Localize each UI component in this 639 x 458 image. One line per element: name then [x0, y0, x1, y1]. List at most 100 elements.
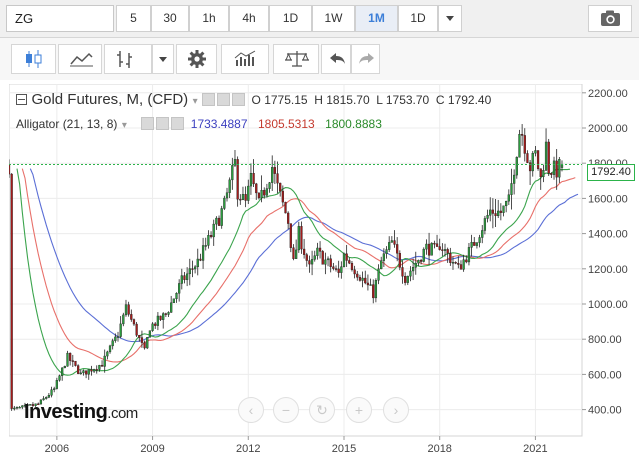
collapse-legend-icon[interactable]	[16, 94, 27, 106]
candle-body	[276, 173, 279, 184]
candle-body	[76, 365, 80, 374]
candle	[361, 271, 364, 288]
indicator-visibility-icon[interactable]	[141, 117, 155, 131]
candle	[465, 255, 468, 264]
y-tick-label: 1600.00	[588, 193, 628, 205]
candle	[127, 301, 130, 317]
candle	[313, 250, 316, 262]
candle	[204, 237, 207, 251]
candle	[342, 252, 346, 268]
candle-body	[396, 244, 399, 254]
close-small-icon[interactable]	[232, 93, 246, 107]
candle	[454, 261, 457, 265]
timeframe-1h[interactable]: 1h	[189, 5, 229, 32]
timeframe-4h[interactable]: 4h	[229, 5, 269, 32]
candle	[13, 405, 16, 411]
candle	[374, 278, 378, 303]
indicator-close-icon[interactable]	[171, 117, 185, 131]
indicators-button[interactable]	[221, 44, 269, 74]
candle-body	[404, 276, 407, 283]
candle	[459, 260, 463, 270]
zoom-in-button[interactable]: +	[346, 397, 372, 423]
scroll-left-button[interactable]: ‹	[238, 397, 264, 423]
candle-body	[523, 135, 526, 154]
visibility-toggle-icon[interactable]	[202, 93, 216, 107]
candle	[470, 234, 473, 257]
candle-body	[69, 352, 72, 361]
candle	[438, 238, 441, 251]
settings-gear-small-icon[interactable]	[217, 93, 231, 107]
candle-body	[435, 243, 439, 247]
price-chart[interactable]: 400.00 600.00 800.00 1000.00 1200.00 1400.00 1…	[9, 84, 639, 458]
y-tick-label: 800.00	[588, 334, 622, 346]
candle	[369, 278, 372, 286]
candle	[55, 377, 58, 390]
redo-button[interactable]	[351, 44, 380, 74]
candle-body	[425, 243, 428, 250]
symbol-input[interactable]: ZG	[6, 5, 114, 32]
candle	[252, 159, 255, 187]
bar-chart-type-button[interactable]	[104, 44, 152, 74]
timeframe-1m[interactable]: 1M	[355, 5, 398, 32]
candle	[255, 182, 258, 200]
candle-body	[454, 262, 457, 264]
candle-body	[443, 249, 447, 251]
candle-body	[547, 141, 550, 174]
zoom-out-button[interactable]: −	[273, 397, 299, 423]
chart-toolbar	[0, 38, 639, 80]
candle	[287, 211, 290, 230]
screenshot-button[interactable]	[588, 5, 632, 32]
scroll-right-button[interactable]: ›	[383, 397, 409, 423]
candle	[84, 370, 88, 379]
candle	[478, 234, 481, 248]
timeframe-1d[interactable]: 1D	[269, 5, 312, 32]
candle	[409, 266, 412, 282]
candle	[175, 292, 178, 303]
candle	[21, 405, 24, 410]
title-chevron-icon[interactable]: ▾	[192, 96, 198, 107]
candle-body	[167, 312, 170, 315]
candle	[151, 322, 154, 332]
settings-button[interactable]	[176, 44, 217, 74]
candle-body	[401, 267, 404, 277]
candle-body	[539, 168, 542, 178]
candle-body	[281, 190, 284, 203]
candle	[539, 168, 542, 190]
candle	[544, 128, 548, 172]
candle	[130, 309, 133, 322]
candle	[302, 238, 306, 259]
compare-button[interactable]	[273, 44, 319, 74]
timeframe-dropdown[interactable]: 1D	[398, 5, 438, 32]
candlestick-chart-button[interactable]	[11, 44, 56, 74]
timeframe-30[interactable]: 30	[151, 5, 189, 32]
candle	[95, 365, 98, 374]
candle-body	[209, 235, 213, 238]
candle-body	[526, 153, 529, 163]
candle-body	[318, 247, 322, 252]
line-chart-button[interactable]	[58, 44, 102, 74]
candle	[15, 406, 19, 410]
candle-body	[486, 215, 489, 219]
timeframe-5[interactable]: 5	[116, 5, 151, 32]
candle	[100, 360, 104, 367]
undo-button[interactable]	[321, 44, 351, 74]
candle	[502, 205, 505, 217]
indicator-settings-icon[interactable]	[156, 117, 170, 131]
candle-body	[507, 194, 510, 202]
candle	[308, 255, 311, 273]
candle-body	[108, 345, 112, 353]
indicator-chevron-icon[interactable]: ▾	[121, 120, 127, 131]
candle-body	[84, 370, 88, 375]
candle	[473, 237, 476, 246]
x-tick-label: 2012	[236, 443, 260, 455]
reset-button[interactable]: ↻	[309, 397, 335, 423]
candle	[167, 311, 170, 318]
timeframe-1w[interactable]: 1W	[312, 5, 355, 32]
timeframe-dropdown-toggle[interactable]	[438, 5, 462, 32]
candle	[45, 396, 48, 400]
candle-body	[114, 336, 117, 341]
candle	[481, 225, 484, 244]
candle	[34, 403, 37, 407]
chart-type-dropdown[interactable]	[152, 44, 174, 74]
candle	[427, 232, 431, 265]
